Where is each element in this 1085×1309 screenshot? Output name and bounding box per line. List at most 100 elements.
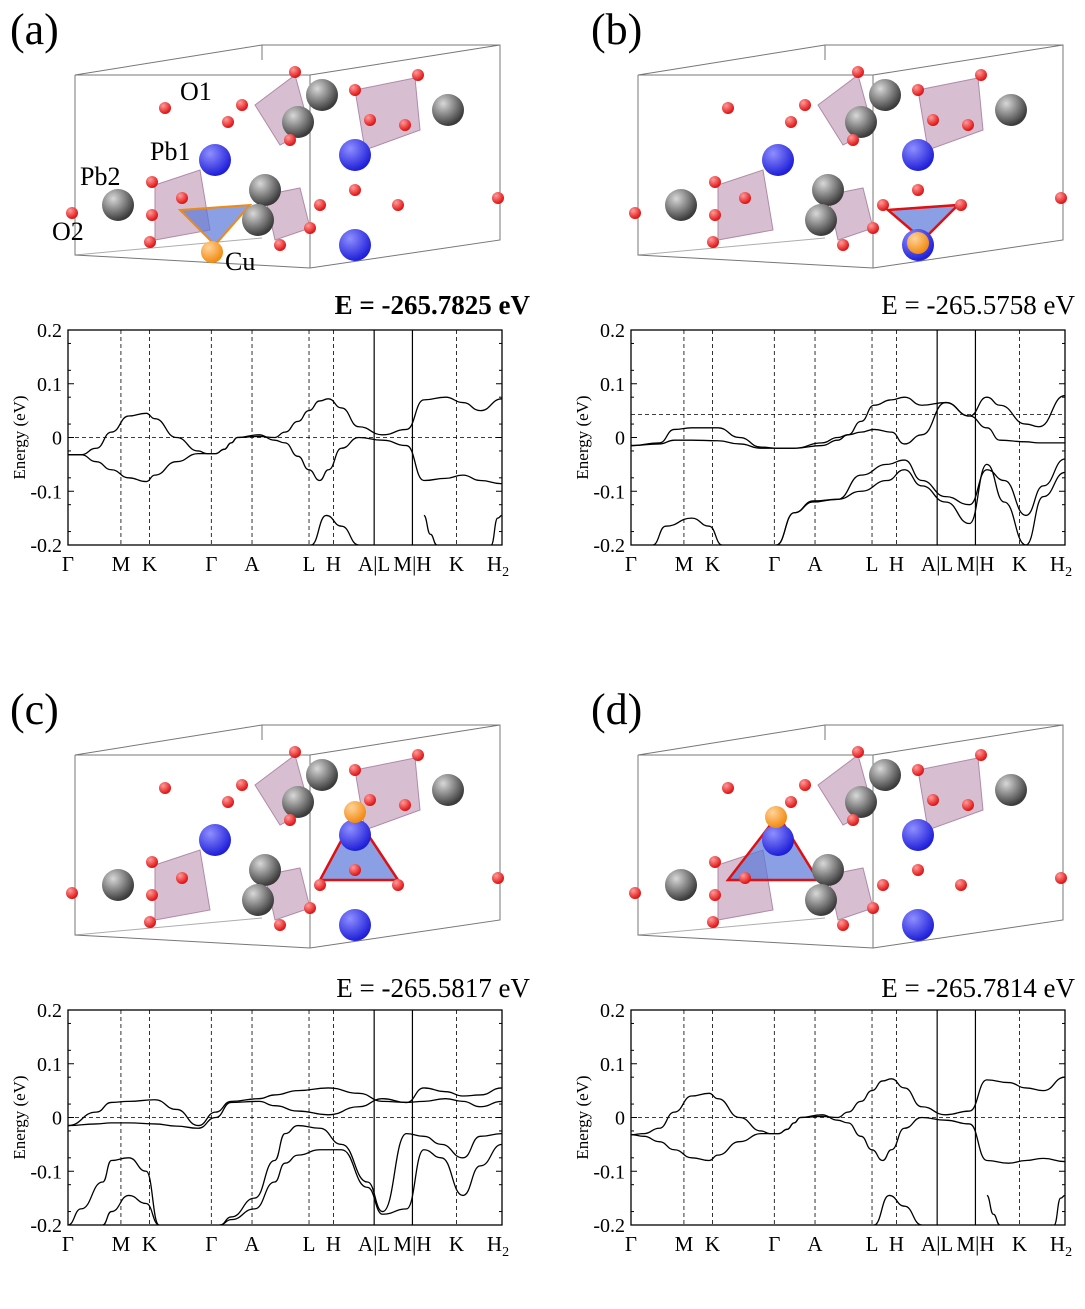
- energy-label: E = -265.7825 eV: [334, 290, 530, 320]
- k-point-label: A: [807, 1232, 823, 1256]
- oxygen-atom: [629, 887, 641, 899]
- k-point-label: H: [889, 1232, 904, 1256]
- phosphate-tetrahedron: [354, 757, 421, 831]
- phosphate-tetrahedron: [917, 757, 984, 831]
- pb-atom: [762, 824, 794, 856]
- k-point-label: K: [449, 1232, 464, 1256]
- oxygen-atom: [412, 749, 424, 761]
- cu-atom: [907, 232, 929, 254]
- cu-atom: [344, 801, 366, 823]
- band-line: [68, 1098, 502, 1129]
- oxygen-atom: [852, 66, 864, 78]
- k-point-label: Γ: [205, 1232, 217, 1256]
- k-point-label: H2: [487, 1232, 509, 1260]
- energy-label: E = -265.5817 eV: [336, 973, 530, 1003]
- pb-atom: [902, 819, 934, 851]
- pb-atom: [339, 819, 371, 851]
- oxygen-atom: [176, 192, 188, 204]
- y-tick-label: 0.2: [37, 320, 62, 342]
- k-point-label: K: [142, 552, 157, 576]
- k-point-label: Γ: [625, 552, 637, 576]
- pb-atom: [249, 174, 281, 206]
- k-point-label: K: [449, 552, 464, 576]
- oxygen-atom: [799, 99, 811, 111]
- oxygen-atom: [847, 134, 859, 146]
- oxygen-atom: [349, 764, 361, 776]
- oxygen-atom: [364, 114, 376, 126]
- oxygen-atom: [837, 239, 849, 251]
- k-point-label: Γ: [768, 552, 780, 576]
- oxygen-atom: [492, 192, 504, 204]
- k-point-label: H2: [1050, 552, 1072, 580]
- y-axis-label: Energy (eV): [10, 395, 29, 479]
- atom-label: Pb1: [150, 137, 190, 166]
- oxygen-atom: [847, 814, 859, 826]
- pb-atom: [869, 759, 901, 791]
- k-point-label: K: [1012, 1232, 1027, 1256]
- oxygen-atom: [364, 794, 376, 806]
- oxygen-atom: [709, 889, 721, 901]
- atom-label: Pb2: [80, 162, 120, 191]
- k-point-label: Γ: [62, 1232, 74, 1256]
- y-tick-label: -0.2: [593, 1215, 625, 1237]
- k-point-label: L: [303, 1232, 316, 1256]
- y-tick-label: -0.1: [593, 1161, 625, 1183]
- oxygen-atom: [146, 176, 158, 188]
- pb-atom: [102, 189, 134, 221]
- oxygen-atom: [236, 779, 248, 791]
- oxygen-atom: [492, 872, 504, 884]
- y-tick-label: 0: [615, 1108, 625, 1130]
- panel-c: (c) E = -265.5817 eV 0.2 0.1 0 -0.1 -0.2 Ener…: [0, 680, 542, 1309]
- k-point-label: A|L: [358, 1232, 390, 1256]
- band-line: [68, 396, 502, 483]
- y-tick-label: -0.1: [593, 481, 625, 503]
- oxygen-atom: [962, 799, 974, 811]
- oxygen-atom: [66, 887, 78, 899]
- crystal-structure-c: [66, 724, 504, 949]
- oxygen-atom: [146, 856, 158, 868]
- y-tick-label: -0.2: [593, 535, 625, 557]
- phosphate-tetrahedron: [917, 77, 984, 151]
- pb-atom: [102, 869, 134, 901]
- pb-atom: [762, 144, 794, 176]
- band-line: [68, 1087, 502, 1127]
- oxygen-atom: [962, 119, 974, 131]
- crystal-structure-a: O1 Pb1 Pb2 O2 Cu: [52, 44, 504, 276]
- band-line: [1053, 1194, 1065, 1225]
- oxygen-atom: [739, 872, 751, 884]
- oxygen-atom: [722, 782, 734, 794]
- oxygen-atom: [274, 239, 286, 251]
- pb-atom: [282, 786, 314, 818]
- band-line: [776, 463, 1065, 545]
- oxygen-atom: [304, 222, 316, 234]
- band-line: [68, 1157, 160, 1225]
- y-tick-label: 0.2: [37, 1000, 62, 1022]
- k-point-label: A: [807, 552, 823, 576]
- pb-atom: [339, 909, 371, 941]
- pb-atom: [199, 824, 231, 856]
- oxygen-atom: [852, 746, 864, 758]
- band-line: [986, 1194, 1001, 1225]
- plot-frame: [630, 329, 1066, 546]
- pb-atom: [845, 786, 877, 818]
- y-axis-label: Energy (eV): [10, 1075, 29, 1159]
- oxygen-atom: [159, 102, 171, 114]
- y-tick-label: 0.1: [600, 374, 625, 396]
- oxygen-atom: [867, 222, 879, 234]
- k-point-label: A|L: [358, 552, 390, 576]
- pb-atom: [805, 884, 837, 916]
- oxygen-atom: [912, 864, 924, 876]
- oxygen-atom: [146, 889, 158, 901]
- pb-atom: [249, 854, 281, 886]
- panel-a: O1 Pb1 Pb2 O2 Cu (a) E = -265.7825 eV 0.2 0.1…: [0, 0, 542, 629]
- y-tick-label: 0: [52, 428, 62, 450]
- phosphate-tetrahedron: [354, 77, 421, 151]
- oxygen-atom: [284, 134, 296, 146]
- pb-atom: [242, 204, 274, 236]
- k-point-label: M|H: [393, 552, 431, 576]
- band-line: [631, 394, 1065, 449]
- k-point-label: A: [244, 552, 260, 576]
- oxygen-atom: [274, 919, 286, 931]
